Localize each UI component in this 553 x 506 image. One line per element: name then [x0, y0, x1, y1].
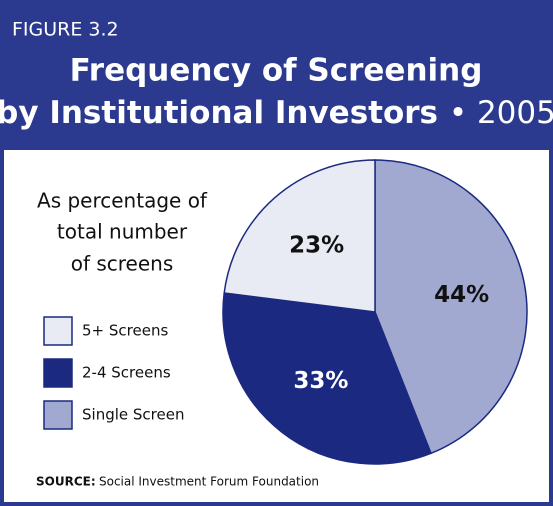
chart-title: Frequency of Screening	[70, 53, 483, 89]
source-label: SOURCE:	[36, 475, 96, 489]
subtitle: As percentage of	[37, 189, 208, 213]
data-label: 33%	[293, 368, 348, 394]
source: Social Investment Forum Foundation	[99, 475, 319, 489]
pie-slice	[374, 159, 528, 455]
legend-swatch	[43, 358, 73, 388]
legend-swatch	[43, 316, 73, 346]
legend-label: Single Screen	[82, 406, 184, 424]
data-label: 44%	[434, 282, 489, 308]
pie-slice	[223, 159, 376, 313]
chart-title-line: by Institutional Investors • 2005	[0, 95, 553, 131]
title-suffix: • 2005	[449, 95, 553, 131]
legend-label: 5+ Screens	[82, 322, 168, 340]
header	[0, 0, 553, 150]
data-label: 23%	[289, 232, 344, 258]
subtitle: total number	[57, 220, 188, 244]
legend-label: 2-4 Screens	[82, 364, 171, 382]
chart-title-part: by Institutional Investors	[0, 95, 449, 131]
legend-swatch	[43, 400, 73, 430]
figure-label: FIGURE 3.2	[12, 19, 119, 41]
subtitle: of screens	[71, 252, 174, 276]
pie-slice	[222, 292, 432, 465]
